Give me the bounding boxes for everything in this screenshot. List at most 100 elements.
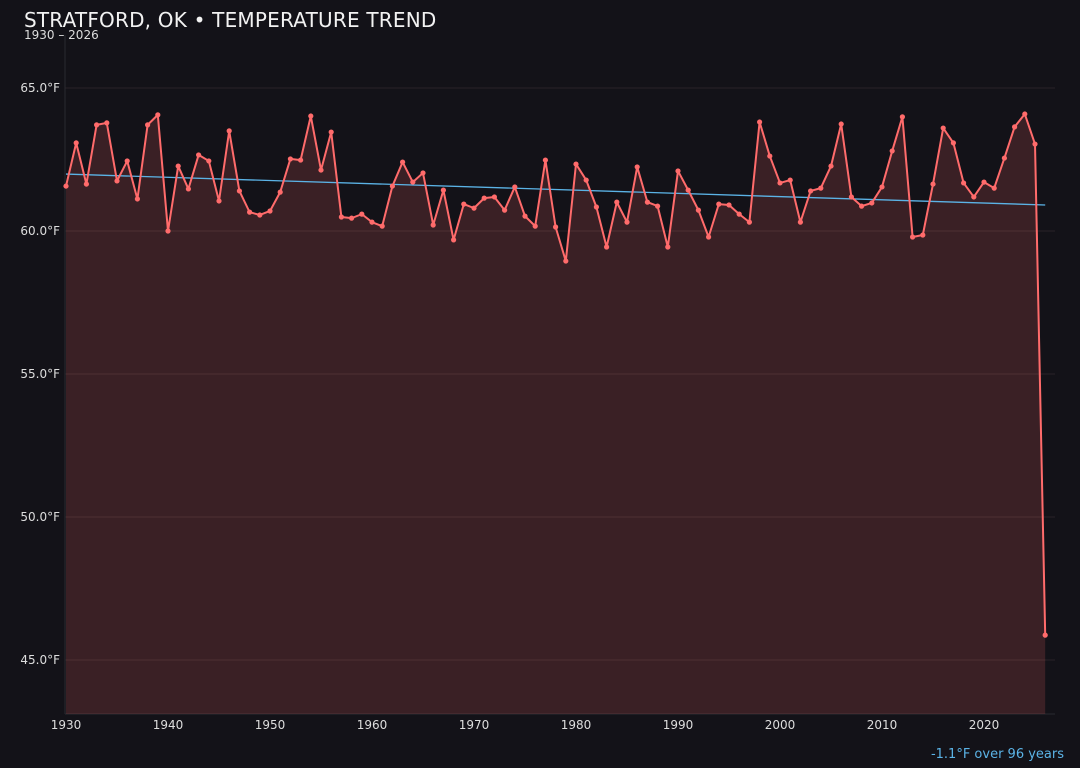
data-point — [420, 170, 426, 176]
data-point — [236, 188, 242, 194]
data-point — [1001, 155, 1008, 161]
data-point — [287, 156, 293, 162]
data-point — [736, 211, 742, 217]
data-point — [930, 181, 936, 187]
data-point — [614, 199, 620, 205]
series-area — [66, 114, 1046, 714]
data-point — [257, 212, 263, 218]
trend-line — [65, 173, 1046, 206]
data-point — [889, 148, 895, 154]
data-point — [1012, 124, 1018, 130]
data-point — [216, 198, 222, 204]
data-point — [196, 152, 202, 158]
data-point — [899, 114, 906, 120]
data-point — [430, 222, 436, 228]
data-point — [583, 177, 589, 183]
data-point — [634, 164, 640, 170]
chart-title: STRATFORD, OK • TEMPERATURE TREND — [24, 8, 437, 32]
data-point — [1032, 141, 1038, 147]
data-point — [818, 185, 824, 191]
x-tick-label: 2020 — [969, 718, 1000, 732]
data-point — [787, 177, 793, 183]
data-point — [624, 219, 630, 225]
data-point — [573, 161, 579, 167]
x-tick-label: 2010 — [867, 718, 898, 732]
data-point — [726, 202, 732, 208]
data-point — [298, 157, 304, 163]
x-tick-label: 1970 — [459, 718, 490, 732]
data-point — [920, 232, 926, 238]
data-point — [563, 258, 569, 264]
data-point — [308, 113, 314, 119]
data-point — [685, 187, 691, 193]
x-tick-label: 1980 — [561, 718, 592, 732]
trend-annotation: -1.1°F over 96 years — [930, 747, 1064, 762]
x-tick-label: 1960 — [357, 718, 388, 732]
data-point — [746, 219, 753, 225]
data-point — [410, 179, 416, 185]
data-point — [247, 209, 253, 215]
data-point — [94, 122, 100, 128]
data-point — [502, 207, 508, 213]
data-point — [848, 194, 855, 200]
data-point — [155, 112, 161, 118]
data-point — [532, 223, 538, 229]
data-point — [461, 201, 467, 207]
data-point — [716, 201, 722, 207]
data-point — [777, 180, 783, 186]
x-tick-label: 2000 — [765, 718, 796, 732]
data-point — [73, 140, 79, 146]
data-point — [981, 179, 987, 185]
data-point — [451, 237, 457, 243]
data-point — [644, 199, 651, 205]
y-tick-label: 65.0°F — [20, 81, 60, 95]
data-point — [695, 207, 702, 213]
data-point — [879, 184, 885, 190]
x-tick-label: 1930 — [51, 718, 82, 732]
data-point — [379, 223, 385, 229]
data-point — [512, 184, 518, 190]
data-point — [491, 194, 497, 200]
y-tick-label: 55.0°F — [20, 367, 60, 381]
data-point — [706, 234, 712, 240]
data-point — [971, 194, 977, 200]
data-point — [165, 228, 171, 234]
data-point — [104, 120, 110, 126]
data-point — [124, 158, 130, 164]
data-point — [859, 203, 865, 209]
data-point — [767, 153, 773, 159]
data-point — [400, 159, 406, 165]
data-point — [553, 224, 559, 230]
chart-subtitle: 1930 – 2026 — [24, 28, 99, 42]
data-point — [1042, 632, 1048, 638]
data-point — [359, 211, 365, 217]
data-point — [267, 208, 273, 214]
data-point — [542, 157, 549, 163]
data-point — [757, 119, 763, 125]
data-point — [277, 189, 283, 195]
y-tick-label: 60.0°F — [20, 224, 60, 238]
data-point — [471, 205, 477, 211]
data-point — [869, 200, 875, 206]
x-tick-label: 1940 — [153, 718, 184, 732]
data-point — [338, 214, 344, 220]
data-point — [655, 203, 661, 209]
data-point — [961, 180, 967, 186]
data-point — [522, 213, 528, 219]
data-point — [1022, 111, 1028, 117]
data-point — [940, 125, 946, 131]
data-point — [604, 244, 610, 250]
data-point — [481, 195, 487, 201]
data-point — [665, 244, 671, 250]
y-tick-label: 50.0°F — [20, 510, 60, 524]
y-tick-label: 45.0°F — [20, 653, 60, 667]
data-point — [910, 234, 916, 240]
data-point — [318, 167, 324, 173]
data-point — [175, 163, 181, 169]
x-tick-label: 1990 — [663, 718, 694, 732]
data-point — [797, 219, 804, 225]
data-point — [808, 188, 814, 194]
data-point — [440, 187, 446, 193]
data-point — [828, 163, 834, 169]
